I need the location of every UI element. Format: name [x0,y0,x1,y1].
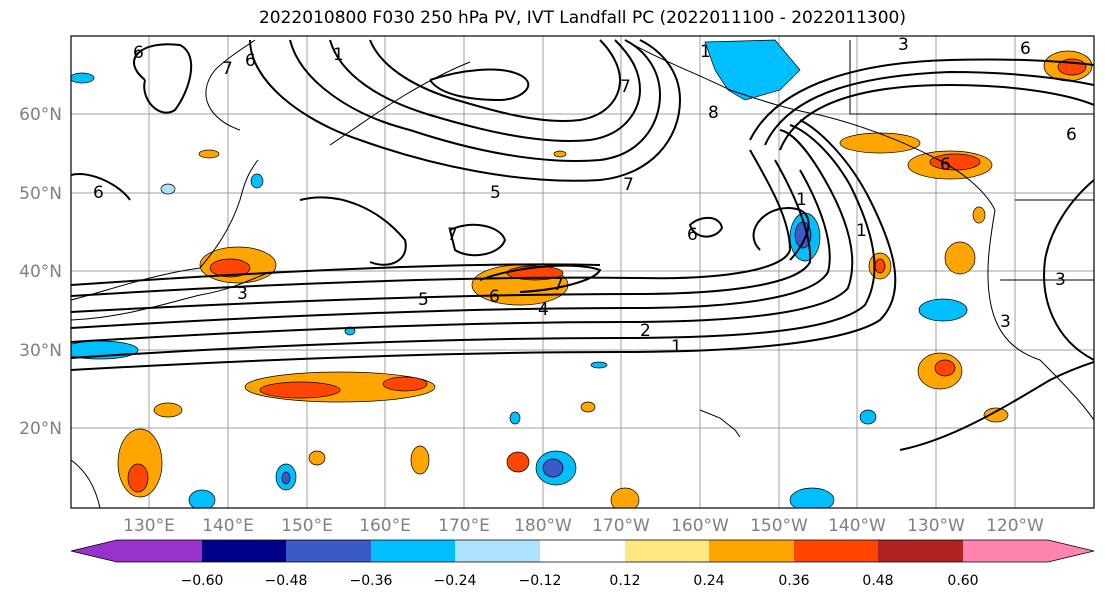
contour-label: 5 [490,183,501,203]
contour-label: 6 [489,287,500,307]
lon-label: 130°E [123,516,175,536]
contour-label: 7 [620,77,631,97]
lon-label: 140°E [202,516,254,536]
lon-label: 140°W [828,516,886,536]
lat-label: 50°N [19,184,62,204]
lat-label: 60°N [19,105,62,125]
contour-label: 6 [133,43,144,63]
colorbar-swatch [709,540,794,562]
lat-label: 20°N [19,419,62,439]
colorbar-swatch [963,540,1094,562]
colorbar-swatch [286,540,371,562]
contour-label: 6 [687,225,698,245]
lon-label: 130°W [907,516,965,536]
pv-contours [71,39,1094,451]
negative-anomaly-shading [71,39,968,508]
colorbar-swatch [371,540,455,562]
colorbar-swatch [625,540,709,562]
contour-label: 6 [940,155,951,175]
colorbar-tick-label: −0.12 [519,573,562,589]
contour-label: 6 [1066,125,1077,145]
colorbar-tick-labels: −0.60 −0.48 −0.36 −0.24 −0.12 0.12 0.24 … [181,573,979,589]
lat-label: 40°N [19,262,62,282]
latitude-labels: 60°N 50°N 40°N 30°N 20°N [19,105,62,439]
contour-label: 5 [418,290,429,310]
contour-label: 3 [1000,312,1011,332]
contour-label: 3 [237,284,248,304]
colorbar-tick-label: 0.60 [947,573,978,589]
colorbar-swatches [71,540,1094,562]
colorbar-swatch [540,540,625,562]
lon-label: 120°W [986,516,1044,536]
lon-label: 170°E [438,516,490,536]
colorbar-tick-label: 0.36 [778,573,809,589]
contour-label: 3 [898,35,909,55]
map-title: 2022010800 F030 250 hPa PV, IVT Landfall… [258,8,906,28]
colorbar-swatch [878,540,963,562]
lon-label: 170°W [592,516,650,536]
colorbar-tick-label: −0.48 [265,573,308,589]
contour-label: 7 [222,59,233,79]
contour-label: 1 [796,190,807,210]
contour-label: 7 [623,175,634,195]
longitude-labels: 130°E 140°E 150°E 160°E 170°E 180°W 170°… [123,516,1044,536]
lon-label: 160°E [359,516,411,536]
lon-label: 150°E [281,516,333,536]
colorbar-swatch [71,540,202,562]
colorbar-swatch [202,540,286,562]
contour-label: 1 [856,221,867,241]
coastlines [71,39,1094,508]
contour-label: 6 [1020,39,1031,59]
contour-label: 6 [245,51,256,71]
lon-label: 150°W [750,516,808,536]
colorbar: −0.60 −0.48 −0.36 −0.24 −0.12 0.12 0.24 … [70,539,1095,589]
contour-label: 1 [700,42,711,62]
colorbar-tick-label: −0.60 [181,573,224,589]
colorbar-tick-label: 0.12 [609,573,640,589]
contour-label: 7 [553,275,564,295]
contour-label: 2 [640,321,651,341]
colorbar-swatch [455,540,540,562]
colorbar-tick-label: −0.24 [434,573,477,589]
contour-label: 7 [447,225,458,245]
contour-label: 4 [538,300,549,320]
colorbar-outline [70,539,1095,563]
colorbar-swatch [794,540,878,562]
contour-label-group: 6 1 7 6 6 1 7 8 7 5 6 1 7 6 1 6 3 5 6 7 … [93,35,1077,357]
lon-label: 180°W [514,516,572,536]
lat-label: 30°N [19,341,62,361]
contour-label: 1 [333,45,344,65]
contour-label: 3 [1055,270,1066,290]
contour-label: 1 [671,337,682,357]
contour-label: 8 [708,103,719,123]
colorbar-tick-label: 0.24 [693,573,724,589]
colorbar-tick-label: 0.48 [862,573,893,589]
map-border [70,35,1095,509]
colorbar-tick-label: −0.36 [350,573,393,589]
contour-label: 6 [93,183,104,203]
lon-label: 160°W [671,516,729,536]
